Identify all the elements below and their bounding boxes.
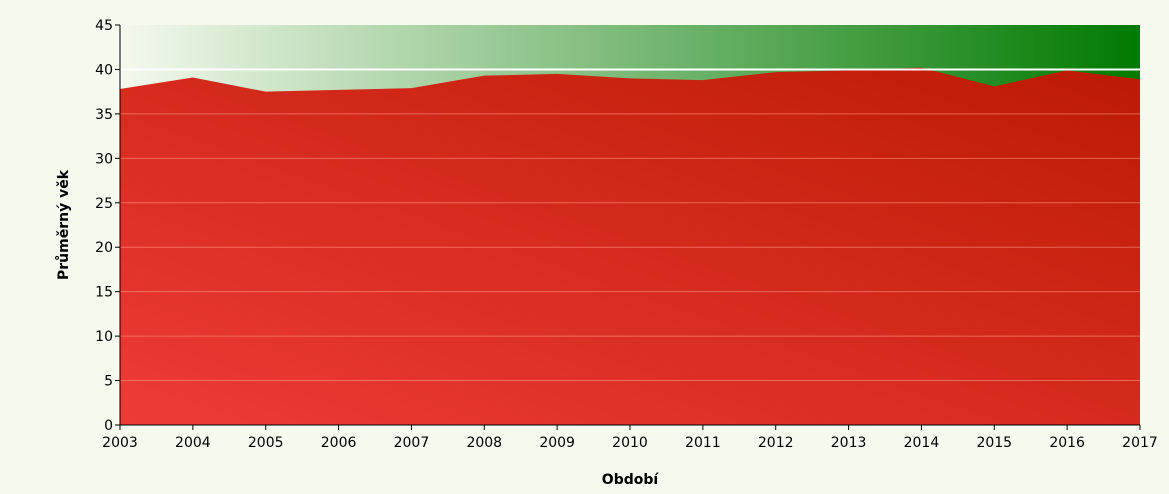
y-axis-title: Průměrný věk	[55, 169, 72, 280]
series-area	[120, 67, 1140, 426]
x-tick-label-2009: 2009	[539, 435, 575, 451]
y-tick-label-0: 0	[104, 418, 113, 434]
x-tick-label-2008: 2008	[466, 435, 502, 451]
x-tick-label-2017: 2017	[1122, 435, 1158, 451]
y-tick-label-25: 25	[95, 196, 113, 212]
x-tick-label-2004: 2004	[175, 435, 211, 451]
x-tick-label-2013: 2013	[831, 435, 867, 451]
x-tick-label-2006: 2006	[321, 435, 357, 451]
x-tick-label-2015: 2015	[976, 435, 1012, 451]
y-tick-label-15: 15	[95, 285, 113, 301]
y-tick-label-5: 5	[104, 374, 113, 390]
y-tick-label-30: 30	[95, 151, 113, 167]
y-tick-label-40: 40	[95, 62, 113, 78]
x-tick-label-2016: 2016	[1049, 435, 1085, 451]
y-tick-label-45: 45	[95, 18, 113, 34]
y-tick-label-35: 35	[95, 107, 113, 123]
x-tick-label-2005: 2005	[248, 435, 284, 451]
x-tick-label-2010: 2010	[612, 435, 648, 451]
x-tick-label-2007: 2007	[394, 435, 430, 451]
x-tick-label-2012: 2012	[758, 435, 794, 451]
x-tick-label-2014: 2014	[904, 435, 940, 451]
x-axis-title: Období	[602, 472, 660, 488]
y-tick-label-10: 10	[95, 329, 113, 345]
x-tick-label-2003: 2003	[102, 435, 138, 451]
y-tick-label-20: 20	[95, 240, 113, 256]
axes: 0 5 10 15 20 25 30 35 40 45 2003 2004 2005 2006 2007 20…	[95, 18, 1158, 451]
x-tick-label-2011: 2011	[685, 435, 721, 451]
